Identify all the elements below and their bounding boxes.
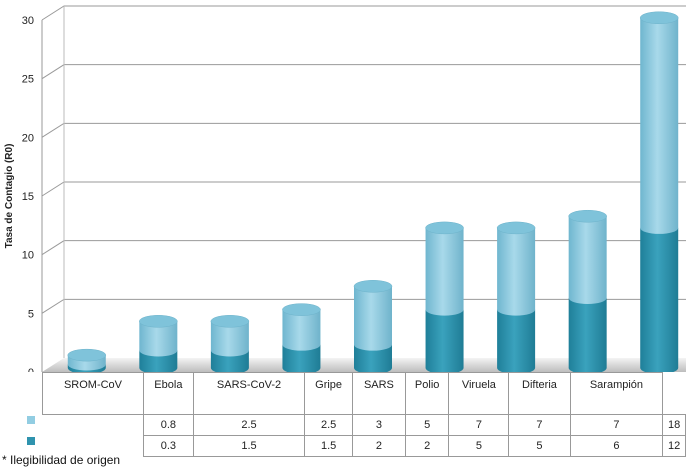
bar-top-cap [568,209,607,223]
data-label: 3 [351,414,406,436]
data-label: 18 [662,414,686,436]
data-label: 7 [508,414,571,436]
gridline [41,181,686,197]
data-table: SROM-CoV Ebola SARS-CoV-2 Gripe SARS Polio Vir… [26,372,686,457]
bar-top-cap [353,280,393,293]
data-label: 5 [448,435,510,457]
bar-top-cap [639,11,679,25]
bar-bottom-segment [425,309,464,372]
gridline [41,64,686,80]
table-header-row: SROM-CoV Ebola SARS-CoV-2 Gripe SARS Polio Vir… [42,372,686,415]
bar-top-segment [354,286,392,351]
footnote: * Ilegibilidad de origen [2,453,121,467]
y-tick-label: 10 [22,250,34,262]
category-label: Gripe [304,372,353,415]
bar-top-cap [67,348,107,362]
y-tick-label: 20 [22,132,34,144]
y-tick-label: 15 [22,191,34,203]
category-label: SROM-CoV [42,372,144,415]
bar-top-segment [139,321,178,357]
bar-bottom-segment [282,344,321,372]
category-label: Polio [404,372,450,415]
bar-top-segment [210,321,249,357]
data-label: 1.5 [304,435,353,457]
category-label: SARS [351,372,406,415]
data-label: 12 [662,435,686,457]
data-label: 0.3 [142,435,194,457]
category-label: Sarampión [569,372,664,415]
data-label: 2.5 [192,414,306,436]
chart-plot: 0 5 10 15 20 25 30 Tasa de Contagio (R0) [4,5,686,372]
data-label: 7 [569,414,664,436]
bar-bottom-segment [640,227,679,372]
data-label: 6 [569,435,664,457]
gridline [41,122,686,138]
data-label: 0.8 [142,414,194,436]
category-label: Viruela [448,372,510,415]
bar-top-segment [497,227,536,316]
data-label: 2 [351,435,406,457]
table-row: 0.8 2.5 2.5 3 5 7 7 7 18 [26,414,686,436]
category-label: Difteria [508,372,571,415]
y-tick-label: 30 [22,15,34,27]
bar-bottom-segment [210,350,249,372]
data-label: 1.5 [192,435,306,457]
bar-top-segment [568,216,607,304]
y-axis-label: Tasa de Contagio (R0) [4,144,15,249]
bar-bottom-segment [139,350,178,372]
bar-top-segment [640,17,679,234]
y-tick-label: 25 [22,74,34,86]
legend-key [23,415,39,435]
data-label: 2.5 [304,414,353,436]
y-tick-label: 5 [28,308,34,320]
data-label: 5 [508,435,571,457]
category-label: SARS-CoV-2 [192,372,306,415]
bar-top-cap [139,315,178,328]
bar-top-segment [425,227,464,316]
category-label: Ebola [142,372,194,415]
y-tick-label: 0 [28,367,34,372]
bar-bottom-segment [354,344,392,372]
table-row: 0.3 1.5 1.5 2 2 5 5 6 12 [26,435,686,457]
data-label: 5 [404,414,450,436]
bar-top-cap [496,221,536,235]
data-label: 2 [404,435,450,457]
bar-top-cap [282,303,321,316]
gridline [41,5,686,21]
bar-bottom-segment [568,297,607,372]
data-label: 7 [448,414,510,436]
bar-bottom-segment [497,309,536,372]
bar-top-cap [210,315,250,328]
bar-top-segment [282,309,321,351]
legend-key [23,436,39,456]
bar-top-cap [425,221,464,235]
